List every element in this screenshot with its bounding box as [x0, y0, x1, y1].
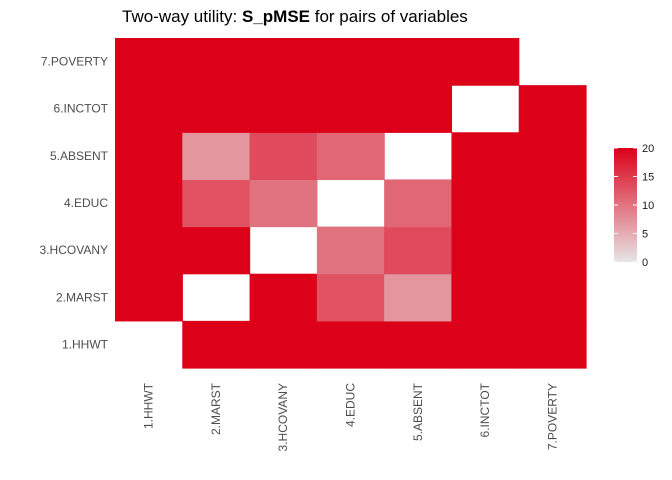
- x-tick-label: 6.INCTOT: [478, 382, 492, 437]
- heatmap-cell: [518, 226, 587, 275]
- heatmap-cell: [249, 85, 318, 133]
- heatmap-cell: [115, 273, 183, 322]
- chart-title-metric: S_pMSE: [242, 7, 310, 26]
- heatmap-cell: [115, 226, 183, 275]
- y-tick-label: 7.POVERTY: [41, 55, 108, 69]
- heatmap-cell: [182, 132, 251, 181]
- heatmap-cell: [316, 320, 385, 369]
- heatmap-cell: [384, 320, 453, 369]
- x-tick-label: 1.HHWT: [142, 382, 156, 429]
- heatmap-cell: [115, 132, 183, 181]
- y-tick-label: 4.EDUC: [64, 196, 108, 210]
- heatmap-cell: [249, 179, 318, 228]
- heatmap-cell: [115, 179, 183, 228]
- heatmap-cell: [518, 320, 587, 369]
- heatmap-cell: [115, 85, 183, 133]
- colorbar-tick-label: 15: [642, 172, 654, 184]
- heatmap-cell: [451, 273, 520, 322]
- x-tick-label: 4.EDUC: [344, 383, 358, 427]
- heatmap-cell: [316, 273, 385, 322]
- y-tick-label: 3.HCOVANY: [40, 243, 108, 257]
- colorbar-tick-label: 20: [642, 143, 654, 155]
- heatmap-cell: [384, 38, 453, 86]
- y-tick-label: 2.MARST: [56, 290, 109, 304]
- chart-title-suffix: for pairs of variables: [310, 7, 468, 26]
- colorbar-legend: 0 5 10 15 20: [614, 143, 654, 269]
- heatmap-cell: [182, 38, 251, 86]
- y-axis-tick-labels: 1.HHWT 2.MARST 3.HCOVANY 4.EDUC 5.ABSENT 6.IN…: [40, 55, 109, 352]
- x-tick-label: 2.MARST: [209, 382, 223, 435]
- x-tick-label: 7.POVERTY: [545, 383, 559, 450]
- heatmap-cell: [316, 38, 385, 86]
- heatmap-cell: [384, 85, 453, 133]
- heatmap-cell: [115, 38, 183, 86]
- y-tick-label: 5.ABSENT: [50, 149, 109, 163]
- colorbar-tick-label: 10: [642, 200, 654, 212]
- heatmap-cell: [451, 226, 520, 275]
- heatmap-cell: [182, 85, 251, 133]
- heatmap-cell: [182, 179, 251, 228]
- colorbar-tick-label: 5: [642, 229, 648, 241]
- heatmap-cell: [249, 320, 318, 369]
- heatmap-cell: [451, 132, 520, 181]
- heatmap-cell: [316, 132, 385, 181]
- heatmap-cell: [249, 38, 318, 86]
- heatmap-cell: [518, 85, 587, 133]
- y-tick-label: 6.INCTOT: [54, 102, 109, 116]
- heatmap-cell: [182, 226, 251, 275]
- chart-title: Two-way utility: S_pMSE for pairs of var…: [122, 7, 468, 26]
- heatmap-cell: [384, 179, 453, 228]
- chart-title-prefix: Two-way utility:: [122, 7, 242, 26]
- heatmap-cell: [518, 179, 587, 228]
- heatmap-cell: [451, 179, 520, 228]
- heatmap-cells: [115, 38, 587, 369]
- heatmap-cell: [249, 273, 318, 322]
- x-tick-label: 5.ABSENT: [411, 382, 425, 441]
- heatmap-cell: [316, 226, 385, 275]
- heatmap-cell: [451, 320, 520, 369]
- colorbar-gradient: [614, 148, 637, 262]
- heatmap-cell: [518, 273, 587, 322]
- x-axis-tick-labels: 1.HHWT 2.MARST 3.HCOVANY 4.EDUC 5.ABSENT 6.IN…: [142, 382, 560, 451]
- y-tick-label: 1.HHWT: [62, 337, 109, 351]
- heatmap-cell: [249, 132, 318, 181]
- x-tick-label: 3.HCOVANY: [276, 383, 290, 451]
- heatmap-cell: [384, 226, 453, 275]
- heatmap-cell: [316, 85, 385, 133]
- heatmap-cell: [451, 38, 520, 86]
- colorbar-tick-label: 0: [642, 257, 648, 269]
- heatmap-cell: [518, 132, 587, 181]
- heatmap-cell: [182, 320, 251, 369]
- heatmap-cell: [384, 273, 453, 322]
